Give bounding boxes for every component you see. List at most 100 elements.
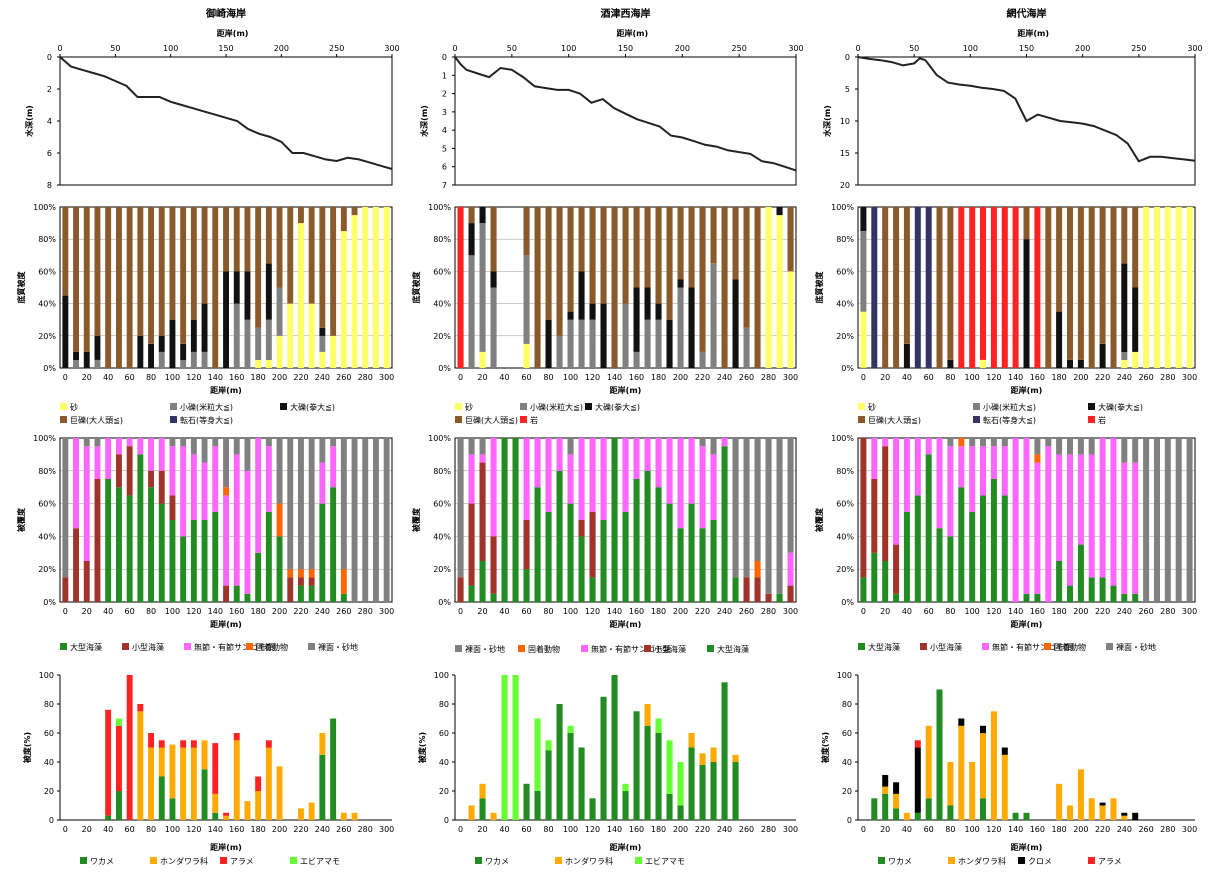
bar-segment-bare bbox=[1067, 438, 1073, 455]
depth-chart: 0 50 100 150 200 250 300 0 5 10 15 20 距岸(m) 水深(m) bbox=[822, 28, 1203, 190]
bar-segment-coralline bbox=[578, 438, 585, 520]
bar-segment-boulder bbox=[787, 207, 794, 272]
x-tick-label: 100 bbox=[563, 825, 578, 834]
bar-segment-coralline bbox=[990, 446, 997, 479]
legend-label: ホンダワラ科 bbox=[958, 856, 1006, 866]
bar-segment-large_algae bbox=[148, 487, 154, 602]
bar-segment-sand bbox=[1121, 359, 1128, 368]
x-tick-label: 20 bbox=[477, 373, 487, 382]
x-tick-label: 160 bbox=[229, 607, 244, 616]
bar-segment-boulder bbox=[1077, 207, 1084, 360]
depth-x-tick-label: 250 bbox=[329, 44, 344, 53]
bar-segment-coralline bbox=[330, 446, 337, 488]
bar-segment-bedrock bbox=[914, 207, 921, 368]
bar-segment-boulder bbox=[298, 207, 304, 224]
biota-chart: 0% 20% 40% 60% 80% 100% 0 20 40 60 80 100 120 140 160 1… bbox=[814, 434, 1197, 629]
bar-segment-bare bbox=[1045, 438, 1052, 447]
bar-segment-large_algae bbox=[688, 503, 695, 602]
bar-segment-arame bbox=[223, 812, 229, 816]
site-title: 網代海岸 bbox=[1007, 7, 1047, 20]
legend-label: 小礫(米粒大≦) bbox=[983, 402, 1036, 412]
legend-label: ホンダワラ科 bbox=[160, 856, 208, 866]
bar-segment-bare bbox=[1088, 438, 1095, 455]
bar-segment-large_algae bbox=[893, 593, 900, 602]
bar-segment-cobble bbox=[190, 319, 197, 352]
bar-segment-small_algae bbox=[578, 520, 585, 537]
bar-segment-gravel bbox=[567, 319, 574, 368]
bar-segment-gravel bbox=[490, 287, 497, 368]
bar-segment-coralline bbox=[255, 438, 262, 553]
bar-segment-cobble bbox=[732, 279, 739, 368]
bar-segment-small_algae bbox=[73, 528, 79, 602]
bar-segment-cobble bbox=[688, 287, 695, 368]
x-tick-label: 0 bbox=[861, 373, 866, 382]
bar-segment-coralline bbox=[688, 438, 695, 504]
bar-segment-sand bbox=[980, 359, 986, 368]
x-tick-label: 220 bbox=[1095, 825, 1110, 834]
bar-segment-coralline bbox=[1045, 446, 1052, 602]
bar-segment-boulder bbox=[1088, 207, 1095, 368]
bar-segment-hondawara bbox=[244, 801, 251, 820]
legend-swatch-wakame bbox=[475, 857, 482, 864]
bar-segment-coralline bbox=[655, 438, 662, 488]
bar-segment-cobble bbox=[776, 207, 783, 216]
legend-label: 小礫(米粒大≦) bbox=[180, 402, 233, 412]
bar-segment-hondawara bbox=[180, 747, 187, 820]
bar-segment-wakame bbox=[710, 762, 717, 820]
x-tick-label: 20 bbox=[82, 607, 92, 616]
bar-segment-cobble bbox=[666, 319, 673, 368]
x-tick-label: 220 bbox=[293, 373, 308, 382]
bar-segment-boulder bbox=[190, 207, 197, 320]
bar-segment-boulder bbox=[319, 207, 326, 328]
legend-swatch-cobble bbox=[1088, 403, 1095, 410]
bar-segment-coralline bbox=[158, 438, 165, 471]
bar-segment-cobble bbox=[644, 287, 651, 320]
bar-segment-hondawara bbox=[947, 762, 954, 806]
x-tick-label: 80 bbox=[543, 607, 553, 616]
bar-segment-boulder bbox=[180, 207, 187, 344]
legend-swatch-wakame bbox=[878, 857, 885, 864]
bar-segment-bare bbox=[190, 438, 197, 455]
bar-segment-boulder bbox=[743, 207, 750, 328]
x-tick-label: 240 bbox=[717, 825, 732, 834]
x-axis-label: 距岸(m) bbox=[610, 842, 642, 852]
bar-segment-small_algae bbox=[83, 561, 90, 602]
bar-segment-wakame bbox=[523, 783, 530, 821]
x-tick-label: 40 bbox=[902, 825, 912, 834]
bar-segment-sand bbox=[308, 303, 315, 368]
y-tick-label: 100 bbox=[434, 671, 449, 680]
bar-segment-boulder bbox=[699, 207, 706, 352]
bar-segment-kurome bbox=[980, 725, 986, 734]
bar-segment-bare bbox=[1121, 438, 1128, 463]
bar-segment-large_algae bbox=[903, 511, 910, 602]
bar-segment-coralline bbox=[534, 438, 541, 488]
x-axis-label: 距岸(m) bbox=[610, 619, 642, 629]
bar-segment-gravel bbox=[319, 335, 326, 352]
bar-segment-wakame bbox=[1023, 812, 1030, 821]
legend-swatch-small_algae bbox=[122, 643, 129, 650]
x-tick-label: 60 bbox=[125, 825, 135, 834]
bar-segment-cobble bbox=[233, 271, 240, 304]
bar-segment-large_algae bbox=[255, 552, 262, 602]
y-tick-label: 20% bbox=[38, 332, 56, 341]
bar-segment-arame bbox=[116, 725, 122, 792]
depth-y-tick-label: 6 bbox=[442, 163, 447, 172]
depth-y-tick-label: 20 bbox=[840, 181, 850, 190]
x-tick-label: 100 bbox=[965, 607, 980, 616]
bar-segment-large_algae bbox=[1023, 593, 1030, 602]
y-tick-label: 20% bbox=[836, 332, 854, 341]
bar-segment-small_algae bbox=[158, 470, 165, 504]
y-axis-label: 被覆度 bbox=[16, 507, 26, 532]
bar-segment-small_algae bbox=[62, 577, 69, 602]
y-axis-label: 底質被度 bbox=[814, 271, 824, 305]
x-tick-label: 180 bbox=[651, 607, 666, 616]
bar-segment-hondawara bbox=[644, 704, 651, 726]
legend-swatch-large_algae bbox=[60, 643, 67, 650]
substrate-chart: 0% 20% 40% 60% 80% 100% 0 20 40 60 80 100 120 140 160 1… bbox=[814, 203, 1197, 395]
substrate-chart: 0% 20% 40% 60% 80% 100% 0 20 40 60 80 100 120 140 160 1… bbox=[411, 203, 798, 395]
bar-segment-wakame bbox=[158, 776, 165, 820]
bar-segment-large_algae bbox=[126, 495, 133, 602]
bar-segment-gravel bbox=[644, 319, 651, 368]
x-tick-label: 300 bbox=[783, 373, 798, 382]
